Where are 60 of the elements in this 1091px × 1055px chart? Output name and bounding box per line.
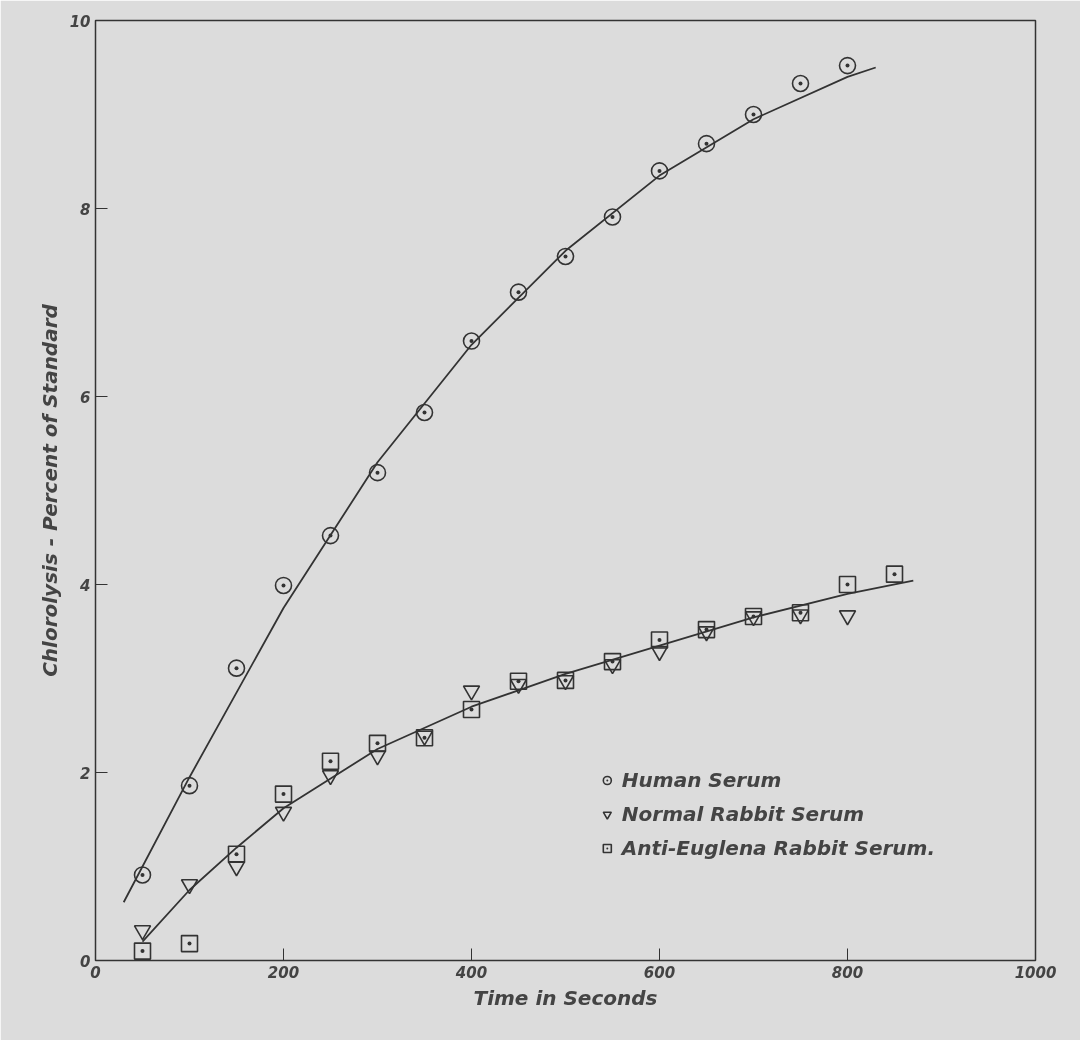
point — [603, 652, 622, 671]
x-axis-title: Time in Seconds — [473, 985, 658, 1010]
point — [791, 603, 810, 622]
legend-label: Normal Rabbit Serum — [621, 802, 865, 826]
point — [180, 934, 199, 953]
x-tick-label: 1000 — [1014, 963, 1057, 982]
point — [368, 734, 387, 753]
point — [133, 866, 152, 884]
x-tick-label: 800 — [831, 963, 864, 982]
x-tick-label: 600 — [643, 963, 676, 982]
point — [697, 626, 716, 642]
point — [603, 208, 622, 226]
x-tick-label: 400 — [454, 963, 488, 982]
legend-label: Anti-Euglena Rabbit Serum. — [621, 836, 935, 860]
point — [321, 752, 340, 771]
point — [462, 685, 481, 701]
point — [838, 575, 857, 594]
point — [462, 332, 481, 350]
point — [697, 134, 716, 153]
point — [509, 672, 528, 691]
point — [227, 861, 246, 877]
point — [274, 806, 293, 823]
point — [744, 611, 763, 627]
point — [650, 645, 669, 662]
point — [603, 658, 622, 675]
point — [321, 526, 340, 545]
point — [274, 576, 293, 595]
point — [133, 942, 152, 960]
legend-label: Human Serum — [621, 768, 782, 792]
point — [791, 74, 810, 93]
point — [180, 776, 199, 795]
point — [321, 769, 340, 786]
point — [697, 620, 716, 639]
point — [885, 565, 904, 583]
y-tick-label: 6 — [80, 388, 91, 407]
point — [838, 610, 857, 626]
point — [368, 463, 387, 482]
point — [556, 247, 575, 266]
point — [227, 659, 246, 677]
y-tick-label: 2 — [80, 764, 91, 783]
point — [509, 678, 528, 695]
point — [415, 403, 434, 422]
point — [509, 283, 528, 301]
y-tick-label: 8 — [80, 200, 91, 219]
point — [368, 750, 387, 766]
point — [650, 631, 669, 649]
point — [744, 105, 763, 124]
x-tick-label: 200 — [267, 963, 300, 982]
point — [838, 56, 857, 75]
point — [274, 785, 293, 803]
y-tick-label: 10 — [69, 12, 91, 31]
y-tick-label: 4 — [79, 576, 91, 595]
point — [227, 845, 246, 864]
point — [744, 607, 763, 626]
point — [133, 925, 152, 941]
point — [650, 162, 669, 180]
point — [791, 609, 810, 625]
point — [462, 700, 481, 719]
y-axis-title: Chlorolysis - Percent of Standard — [37, 303, 62, 677]
point — [180, 878, 199, 895]
